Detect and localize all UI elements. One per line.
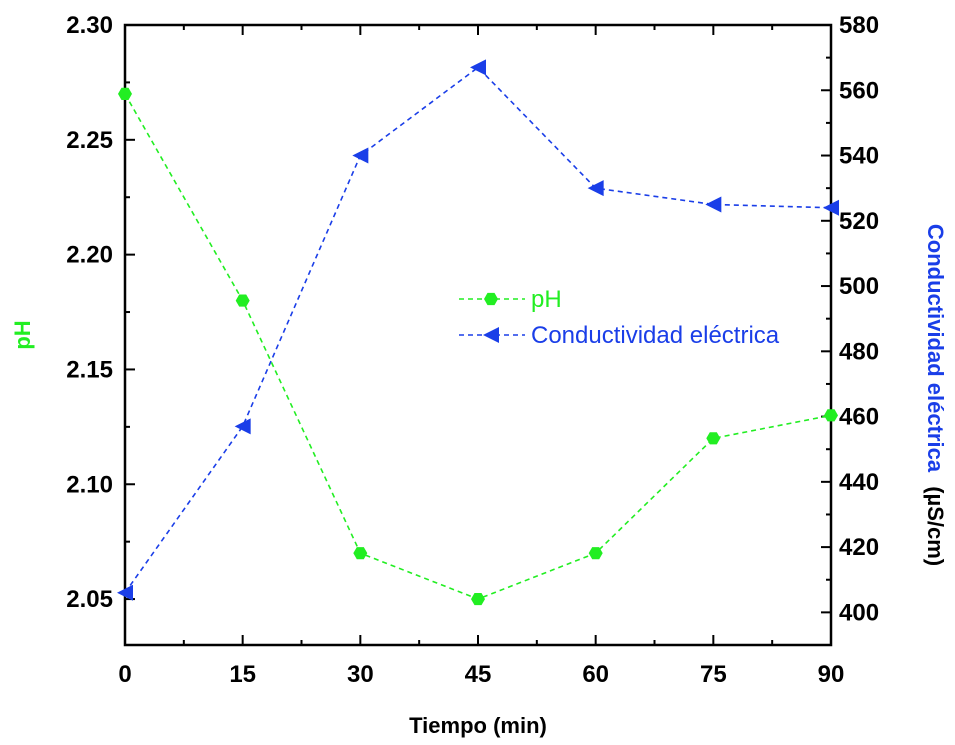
y-left-tick-label: 2.30 — [66, 12, 113, 39]
data-point-ph — [588, 547, 603, 560]
data-point-conductivity — [117, 584, 133, 601]
data-point-conductivity — [352, 147, 369, 164]
x-tick-label: 15 — [229, 661, 256, 688]
data-point-conductivity — [705, 196, 722, 213]
ticks-layer: 0 15 30 45 60 75 90 2.05 2.10 2.15 2.20 2.25 2.30 400… — [66, 12, 879, 688]
data-point-ph — [824, 409, 838, 422]
y-left-tick-label: 2.20 — [66, 242, 113, 269]
y-right-tick-label: 420 — [839, 534, 879, 561]
y-left-tick-label: 2.15 — [66, 356, 113, 383]
y-left-tick-label: 2.25 — [66, 127, 113, 154]
legend-marker-conductivity — [483, 327, 499, 343]
data-point-ph — [706, 432, 721, 445]
x-axis-title: Tiempo (min) — [409, 713, 547, 738]
legend: pH Conductividad eléctrica — [459, 286, 780, 349]
y-right-tick-label: 520 — [839, 208, 879, 235]
x-tick-label: 90 — [818, 661, 845, 688]
x-tick-label: 60 — [582, 661, 609, 688]
y-right-tick-label: 480 — [839, 338, 879, 365]
legend-label-ph: pH — [531, 286, 562, 313]
data-point-ph — [471, 593, 485, 606]
y-right-tick-label: 560 — [839, 77, 879, 104]
y-right-tick-label: 400 — [839, 599, 879, 626]
data-point-conductivity — [234, 418, 251, 435]
series-layer — [117, 59, 839, 606]
legend-marker-ph — [484, 292, 498, 306]
y-right-tick-label: 500 — [839, 273, 879, 300]
y-left-tick-label: 2.10 — [66, 471, 113, 498]
y-axis-right-title: Conductividad eléctrica (µS/cm) — [923, 224, 948, 566]
y-axis-left-title: pH — [10, 320, 35, 349]
y-right-tick-label: 540 — [839, 143, 879, 170]
y-left-tick-label: 2.05 — [66, 586, 113, 613]
data-point-conductivity — [587, 180, 604, 197]
y-right-tick-label: 460 — [839, 404, 879, 431]
data-point-conductivity — [823, 199, 839, 216]
legend-label-conductivity: Conductividad eléctrica — [531, 322, 780, 349]
x-tick-label: 0 — [118, 661, 131, 688]
y-right-tick-label: 440 — [839, 469, 879, 496]
x-tick-label: 30 — [347, 661, 374, 688]
data-point-ph — [118, 87, 132, 100]
data-point-conductivity — [470, 59, 486, 76]
data-point-ph — [235, 294, 250, 307]
y-right-tick-label: 580 — [839, 12, 879, 39]
data-point-ph — [353, 547, 368, 560]
y-axis-right-title-unit: (µS/cm) — [923, 486, 948, 566]
x-tick-label: 75 — [700, 661, 727, 688]
y-axis-right-title-main: Conductividad eléctrica — [923, 224, 948, 473]
x-tick-label: 45 — [465, 661, 492, 688]
